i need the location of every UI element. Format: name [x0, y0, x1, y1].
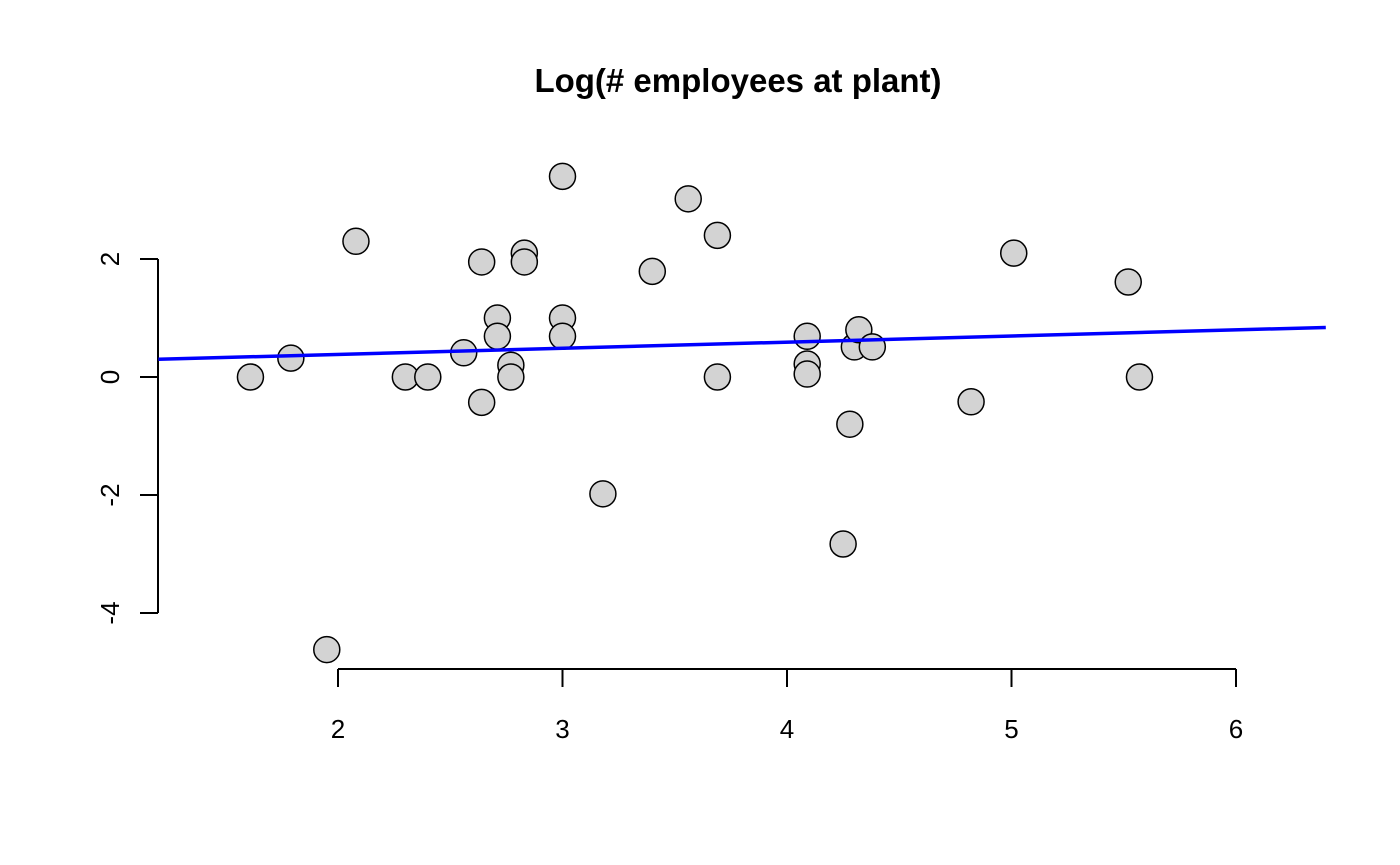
data-point [1125, 363, 1154, 391]
data-point [999, 239, 1028, 267]
data-point [1114, 268, 1142, 296]
y-tick-label: 2 [95, 252, 125, 266]
data-point [236, 363, 265, 391]
data-point [467, 248, 496, 276]
data-point [589, 480, 617, 508]
data-point [510, 248, 539, 276]
data-point [277, 344, 305, 372]
x-tick-label: 4 [780, 714, 794, 744]
data-point [548, 322, 577, 351]
y-tick-label: 0 [95, 370, 125, 384]
data-point [793, 360, 821, 388]
data-point [497, 363, 525, 391]
data-point [414, 363, 442, 391]
y-tick-label: -2 [95, 483, 125, 506]
x-axis: 2 3 4 5 6 [331, 668, 1243, 744]
data-point [674, 185, 702, 213]
data-point [858, 333, 887, 361]
data-point [342, 227, 370, 256]
data-point [467, 388, 496, 417]
data-point [793, 322, 821, 351]
y-tick-label: -4 [95, 601, 125, 624]
data-point [313, 635, 341, 664]
data-point [703, 221, 732, 250]
x-tick-label: 2 [331, 714, 345, 744]
data-point [957, 388, 985, 416]
x-tick-label: 6 [1229, 714, 1243, 744]
data-point [548, 162, 577, 191]
fit-line [158, 325, 1326, 362]
data-point [703, 363, 732, 391]
data-points [236, 162, 1154, 664]
chart-title: Log(# employees at plant) [534, 62, 941, 99]
data-point [483, 322, 512, 351]
x-tick-label: 5 [1004, 714, 1018, 744]
data-point [638, 257, 667, 286]
data-point [829, 530, 857, 558]
y-axis: -4 -2 0 2 [95, 252, 159, 625]
data-point [836, 410, 864, 438]
fit-line-group [158, 325, 1326, 362]
x-tick-label: 3 [555, 714, 569, 744]
